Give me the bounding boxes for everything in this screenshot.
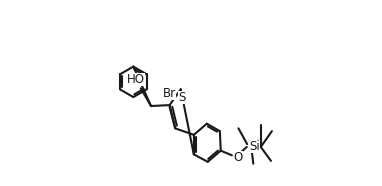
Text: HO: HO [127, 73, 145, 86]
Text: Br: Br [163, 86, 176, 100]
Text: S: S [178, 91, 185, 104]
Text: Si: Si [249, 140, 260, 153]
Text: O: O [234, 151, 243, 164]
